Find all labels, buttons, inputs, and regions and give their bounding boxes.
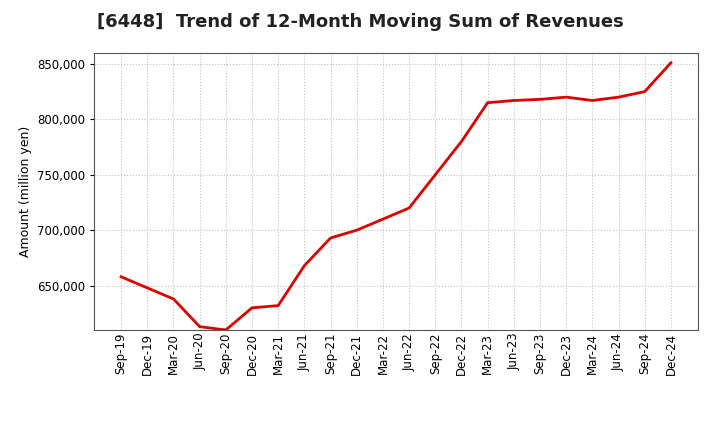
Text: [6448]  Trend of 12-Month Moving Sum of Revenues: [6448] Trend of 12-Month Moving Sum of R… xyxy=(96,13,624,31)
Y-axis label: Amount (million yen): Amount (million yen) xyxy=(19,126,32,257)
